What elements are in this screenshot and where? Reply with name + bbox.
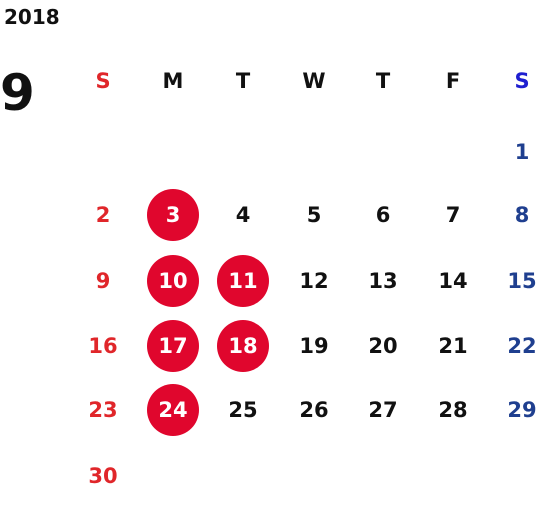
day: 22 bbox=[507, 334, 536, 358]
day: 4 bbox=[236, 203, 251, 227]
day: 2 bbox=[96, 203, 111, 227]
day: 6 bbox=[376, 203, 391, 227]
weekday: S bbox=[95, 69, 110, 93]
day: 25 bbox=[228, 398, 257, 422]
day: 12 bbox=[299, 269, 328, 293]
month: 9 bbox=[0, 64, 35, 122]
day: 17 bbox=[158, 334, 187, 358]
day-marker bbox=[147, 320, 199, 372]
day: 14 bbox=[438, 269, 467, 293]
weekday: M bbox=[163, 69, 184, 93]
day: 11 bbox=[228, 269, 257, 293]
day: 30 bbox=[88, 464, 117, 488]
day-marker bbox=[147, 384, 199, 436]
day: 9 bbox=[96, 269, 111, 293]
day: 16 bbox=[88, 334, 117, 358]
day: 15 bbox=[507, 269, 536, 293]
weekday: T bbox=[236, 69, 251, 93]
day: 20 bbox=[368, 334, 397, 358]
day: 21 bbox=[438, 334, 467, 358]
day: 19 bbox=[299, 334, 328, 358]
day: 8 bbox=[515, 203, 530, 227]
day: 23 bbox=[88, 398, 117, 422]
day: 26 bbox=[299, 398, 328, 422]
year: 2018 bbox=[4, 5, 60, 29]
day: 1 bbox=[515, 140, 530, 164]
day: 7 bbox=[446, 203, 461, 227]
weekday: T bbox=[376, 69, 391, 93]
day: 13 bbox=[368, 269, 397, 293]
day: 5 bbox=[307, 203, 322, 227]
day-marker bbox=[147, 255, 199, 307]
day: 27 bbox=[368, 398, 397, 422]
day: 3 bbox=[166, 203, 181, 227]
day: 29 bbox=[507, 398, 536, 422]
day-marker bbox=[217, 320, 269, 372]
day-marker bbox=[217, 255, 269, 307]
day: 24 bbox=[158, 398, 187, 422]
weekday: S bbox=[514, 69, 529, 93]
day-marker bbox=[147, 189, 199, 241]
day: 18 bbox=[228, 334, 257, 358]
day: 28 bbox=[438, 398, 467, 422]
weekday: F bbox=[446, 69, 460, 93]
weekday: W bbox=[302, 69, 325, 93]
day: 10 bbox=[158, 269, 187, 293]
